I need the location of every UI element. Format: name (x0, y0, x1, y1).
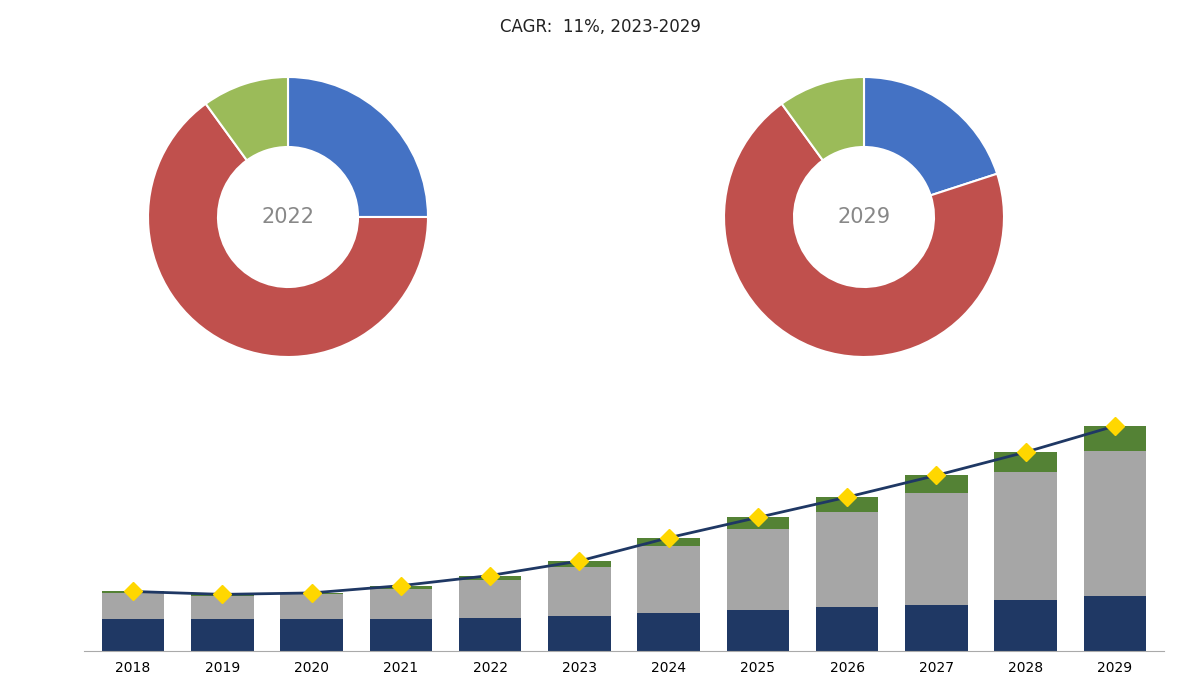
Bar (458, 575, 521, 580)
Bar (637, 538, 700, 547)
Wedge shape (864, 77, 997, 195)
Wedge shape (205, 77, 288, 160)
Text: 2029: 2029 (838, 207, 890, 227)
Bar (370, 589, 432, 619)
Bar (1084, 596, 1146, 651)
Total (482, 571, 497, 580)
Bar (191, 596, 253, 619)
Bar (281, 593, 343, 594)
Text: 2022: 2022 (262, 207, 314, 227)
Bar (281, 619, 343, 651)
Wedge shape (148, 104, 428, 357)
Total (394, 582, 408, 590)
Bar (905, 475, 967, 493)
Bar (995, 473, 1057, 600)
Total (215, 590, 229, 598)
Total (840, 493, 854, 501)
Bar (281, 594, 343, 619)
Total (1019, 448, 1033, 456)
Legend: Consumer Use LIB, EV LIB, Energy Storage LIB: Consumer Use LIB, EV LIB, Energy Storage… (144, 396, 432, 415)
Bar (727, 610, 790, 651)
Total (751, 513, 766, 522)
Bar (370, 619, 432, 651)
Line: Total: Total (127, 420, 1121, 601)
Bar (191, 619, 253, 651)
Total (929, 471, 943, 480)
Bar (548, 616, 611, 651)
Bar (995, 452, 1057, 472)
Wedge shape (724, 104, 1004, 357)
Total (661, 533, 676, 542)
Wedge shape (288, 77, 428, 217)
Bar (637, 547, 700, 613)
Bar (102, 593, 164, 619)
Bar (995, 600, 1057, 651)
Bar (1084, 451, 1146, 596)
Bar (370, 586, 432, 589)
Bar (548, 567, 611, 616)
Total (305, 589, 319, 597)
Bar (191, 594, 253, 596)
Wedge shape (781, 77, 864, 160)
Bar (727, 529, 790, 610)
Bar (1084, 426, 1146, 451)
Bar (816, 497, 878, 512)
Legend: Consumer Use LIB, EV LIB, Energy Storage LIB: Consumer Use LIB, EV LIB, Energy Storage… (720, 396, 1008, 415)
Total (1108, 422, 1122, 430)
Bar (458, 617, 521, 651)
Bar (727, 517, 790, 529)
Bar (102, 592, 164, 593)
Bar (458, 580, 521, 617)
Total (572, 556, 587, 565)
Bar (637, 613, 700, 651)
Bar (102, 619, 164, 651)
Bar (548, 561, 611, 567)
Bar (905, 605, 967, 651)
Bar (816, 512, 878, 608)
Text: CAGR:  11%, 2023-2029: CAGR: 11%, 2023-2029 (499, 18, 701, 36)
Total (126, 587, 140, 596)
Bar (905, 493, 967, 605)
Bar (816, 608, 878, 651)
